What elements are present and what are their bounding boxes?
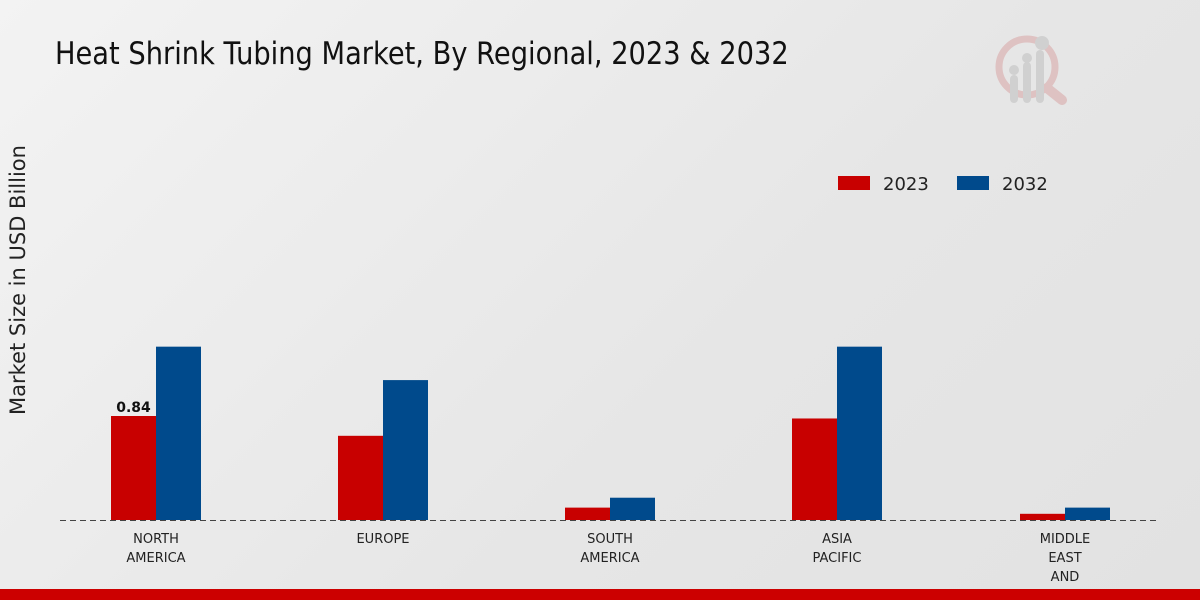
bar-2032-4: [1065, 507, 1110, 520]
legend-label-2032: 2032: [1002, 174, 1048, 195]
x-tick-label: EAST: [1048, 551, 1081, 566]
x-tick-label: AND: [1051, 570, 1080, 585]
x-tick-label: ASIA: [822, 532, 852, 547]
x-tick-label: EUROPE: [356, 532, 409, 547]
bar-2032-0: [156, 346, 201, 520]
bar-2023-4: [1020, 513, 1065, 520]
x-tick-label: AMERICA: [126, 551, 185, 566]
footer-accent-bar: [0, 589, 1200, 600]
legend-swatch-2023: [838, 176, 870, 190]
x-tick-label: MIDDLE: [1040, 532, 1091, 547]
x-tick-label: NORTH: [133, 532, 179, 547]
legend-swatch-2032: [957, 176, 989, 190]
x-tick-label: AMERICA: [580, 551, 639, 566]
x-tick-label: SOUTH: [587, 532, 633, 547]
legend: 2023 2032: [838, 174, 1048, 195]
bar-2032-2: [610, 497, 655, 520]
bar-2023-0: [111, 416, 156, 520]
bar-2032-1: [383, 380, 428, 520]
bar-2023-3: [792, 418, 837, 520]
x-tick-label: PACIFIC: [813, 551, 862, 566]
chart-title: Heat Shrink Tubing Market, By Regional, …: [55, 36, 789, 72]
bar-2032-3: [837, 346, 882, 520]
watermark-logo: [995, 35, 1067, 105]
data-label: 0.84: [116, 400, 151, 416]
legend-label-2023: 2023: [883, 174, 929, 195]
bar-2023-2: [565, 507, 610, 520]
bar-2023-1: [338, 435, 383, 520]
